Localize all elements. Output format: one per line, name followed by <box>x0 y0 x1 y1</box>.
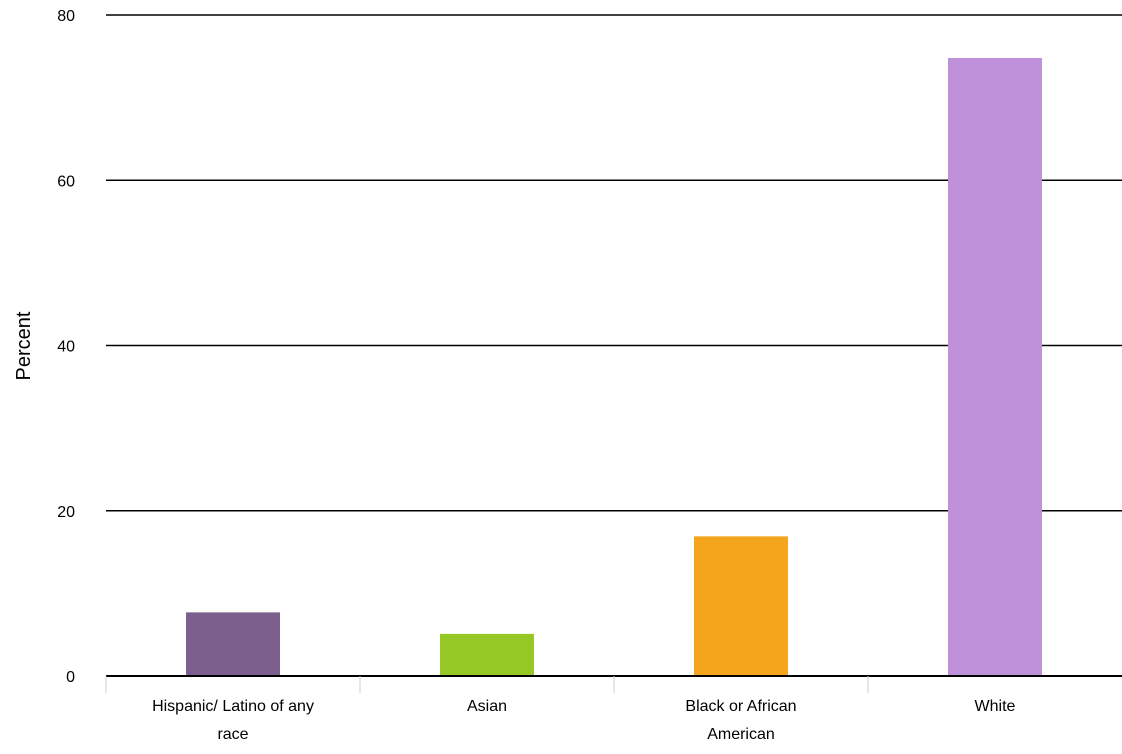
x-category-label-line: Asian <box>467 698 507 715</box>
y-axis-ticks: 0 20 40 60 80 <box>57 8 75 686</box>
bar-3 <box>948 57 1042 676</box>
x-axis <box>105 675 1122 693</box>
bar-0 <box>186 612 280 676</box>
y-tick-label: 0 <box>66 669 75 686</box>
bar-2 <box>694 536 788 676</box>
bar-1 <box>440 633 534 676</box>
x-category-label-line: Black or African <box>685 698 796 715</box>
y-tick-label: 40 <box>57 339 75 356</box>
x-category-label-line: American <box>707 726 775 743</box>
x-category-label-line: White <box>975 698 1016 715</box>
y-tick-label: 20 <box>57 504 75 521</box>
x-category-label: White <box>975 698 1016 715</box>
x-category-label-line: Hispanic/ Latino of any <box>152 698 314 715</box>
y-tick-label: 80 <box>57 8 75 25</box>
x-category-label: Hispanic/ Latino of any race <box>152 698 314 743</box>
y-axis-title: Percent <box>13 311 35 380</box>
x-category-label: Asian <box>467 698 507 715</box>
y-tick-label: 60 <box>57 173 75 190</box>
x-axis-categories: Hispanic/ Latino of any race Asian Black or… <box>152 698 1015 743</box>
x-category-label-line: race <box>217 726 248 743</box>
x-category-label: Black or African American <box>685 698 796 743</box>
bars <box>186 57 1042 676</box>
